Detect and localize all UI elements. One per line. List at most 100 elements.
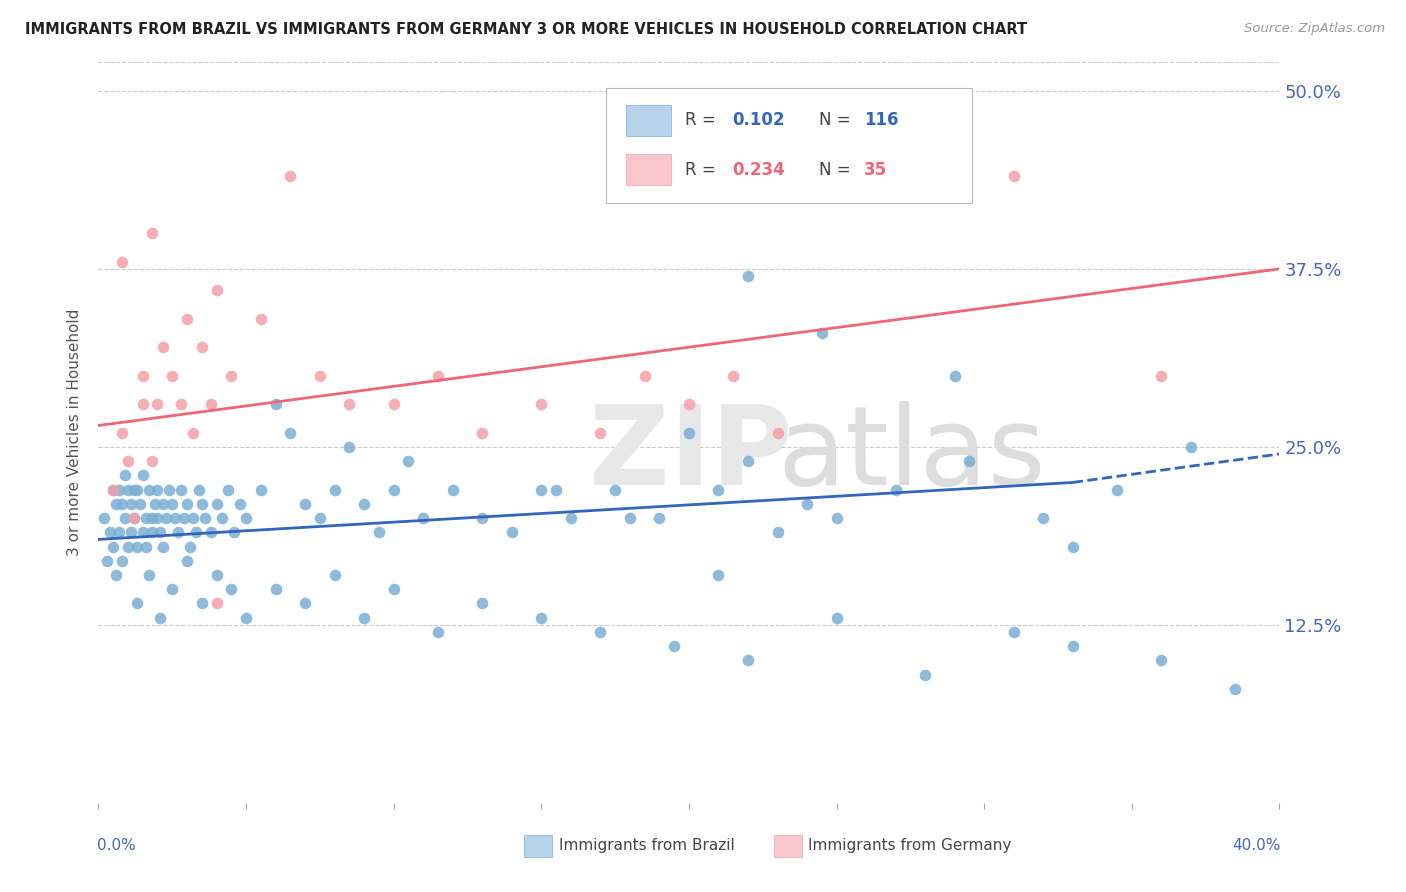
Point bbox=[1180, 440, 1202, 454]
Point bbox=[167, 525, 190, 540]
Point bbox=[111, 554, 134, 568]
Point bbox=[235, 610, 257, 624]
Text: R =: R = bbox=[685, 161, 721, 178]
Point bbox=[170, 397, 193, 411]
Point bbox=[648, 511, 671, 525]
Point bbox=[707, 483, 730, 497]
Point bbox=[589, 425, 612, 440]
Text: R =: R = bbox=[685, 112, 721, 129]
Point bbox=[427, 368, 450, 383]
Point bbox=[280, 425, 302, 440]
Point bbox=[181, 425, 204, 440]
Text: 40.0%: 40.0% bbox=[1232, 838, 1281, 854]
Point bbox=[224, 525, 246, 540]
Point bbox=[120, 497, 142, 511]
Point bbox=[103, 540, 125, 554]
Point bbox=[117, 540, 139, 554]
Point bbox=[1150, 368, 1173, 383]
Point bbox=[221, 368, 243, 383]
Text: 0.0%: 0.0% bbox=[97, 838, 136, 854]
Point bbox=[501, 525, 523, 540]
Point bbox=[141, 227, 163, 241]
Point bbox=[1032, 511, 1054, 525]
Point bbox=[884, 483, 907, 497]
Point bbox=[634, 368, 657, 383]
Y-axis label: 3 or more Vehicles in Household: 3 or more Vehicles in Household bbox=[67, 309, 83, 557]
Point bbox=[605, 483, 627, 497]
FancyBboxPatch shape bbox=[606, 88, 973, 203]
Point bbox=[181, 511, 204, 525]
Text: 0.234: 0.234 bbox=[733, 161, 786, 178]
Point bbox=[111, 497, 134, 511]
Point bbox=[176, 311, 198, 326]
Point bbox=[122, 511, 145, 525]
Point bbox=[678, 397, 700, 411]
Point bbox=[737, 653, 759, 667]
Text: Immigrants from Germany: Immigrants from Germany bbox=[808, 838, 1011, 854]
Point bbox=[149, 525, 172, 540]
Text: 0.102: 0.102 bbox=[733, 112, 785, 129]
Point bbox=[173, 511, 195, 525]
Point bbox=[146, 483, 169, 497]
Point bbox=[339, 397, 361, 411]
Point bbox=[184, 525, 207, 540]
Point bbox=[98, 525, 121, 540]
FancyBboxPatch shape bbox=[773, 835, 803, 857]
Point bbox=[176, 497, 198, 511]
Point bbox=[152, 340, 174, 354]
FancyBboxPatch shape bbox=[523, 835, 553, 857]
Text: IMMIGRANTS FROM BRAZIL VS IMMIGRANTS FROM GERMANY 3 OR MORE VEHICLES IN HOUSEHOL: IMMIGRANTS FROM BRAZIL VS IMMIGRANTS FRO… bbox=[25, 22, 1028, 37]
Text: atlas: atlas bbox=[778, 401, 1046, 508]
Point bbox=[157, 483, 180, 497]
Point bbox=[146, 511, 169, 525]
Point bbox=[205, 497, 228, 511]
Point bbox=[162, 497, 183, 511]
Point bbox=[217, 483, 239, 497]
Point bbox=[211, 511, 233, 525]
Point bbox=[382, 397, 405, 411]
Point bbox=[619, 511, 641, 525]
Text: 116: 116 bbox=[863, 112, 898, 129]
Point bbox=[530, 397, 553, 411]
Point bbox=[152, 540, 174, 554]
Point bbox=[205, 568, 228, 582]
Point bbox=[111, 425, 134, 440]
Point bbox=[205, 597, 228, 611]
Point bbox=[382, 582, 405, 597]
Point bbox=[162, 368, 183, 383]
Point bbox=[707, 568, 730, 582]
Point bbox=[165, 511, 187, 525]
Point bbox=[152, 497, 174, 511]
Point bbox=[132, 468, 155, 483]
Point bbox=[382, 483, 405, 497]
Point bbox=[412, 511, 434, 525]
Point bbox=[143, 497, 166, 511]
Point bbox=[398, 454, 420, 468]
Point bbox=[309, 511, 332, 525]
Point bbox=[155, 511, 177, 525]
Point bbox=[441, 483, 464, 497]
Point bbox=[1062, 540, 1084, 554]
Point bbox=[766, 425, 789, 440]
Point bbox=[108, 525, 131, 540]
Point bbox=[114, 468, 136, 483]
Point bbox=[723, 368, 745, 383]
Text: N =: N = bbox=[818, 161, 856, 178]
Point bbox=[105, 568, 128, 582]
Point bbox=[132, 397, 155, 411]
Point bbox=[368, 525, 391, 540]
Point bbox=[108, 483, 131, 497]
Point bbox=[914, 667, 936, 681]
Point bbox=[187, 483, 209, 497]
Point bbox=[1062, 639, 1084, 653]
Point bbox=[122, 483, 145, 497]
Point bbox=[179, 540, 201, 554]
Point bbox=[103, 483, 125, 497]
Point bbox=[135, 540, 157, 554]
Point bbox=[471, 511, 494, 525]
FancyBboxPatch shape bbox=[626, 104, 671, 136]
Point bbox=[530, 610, 553, 624]
Text: ZIP: ZIP bbox=[589, 401, 792, 508]
Point bbox=[825, 610, 848, 624]
Point bbox=[294, 497, 316, 511]
